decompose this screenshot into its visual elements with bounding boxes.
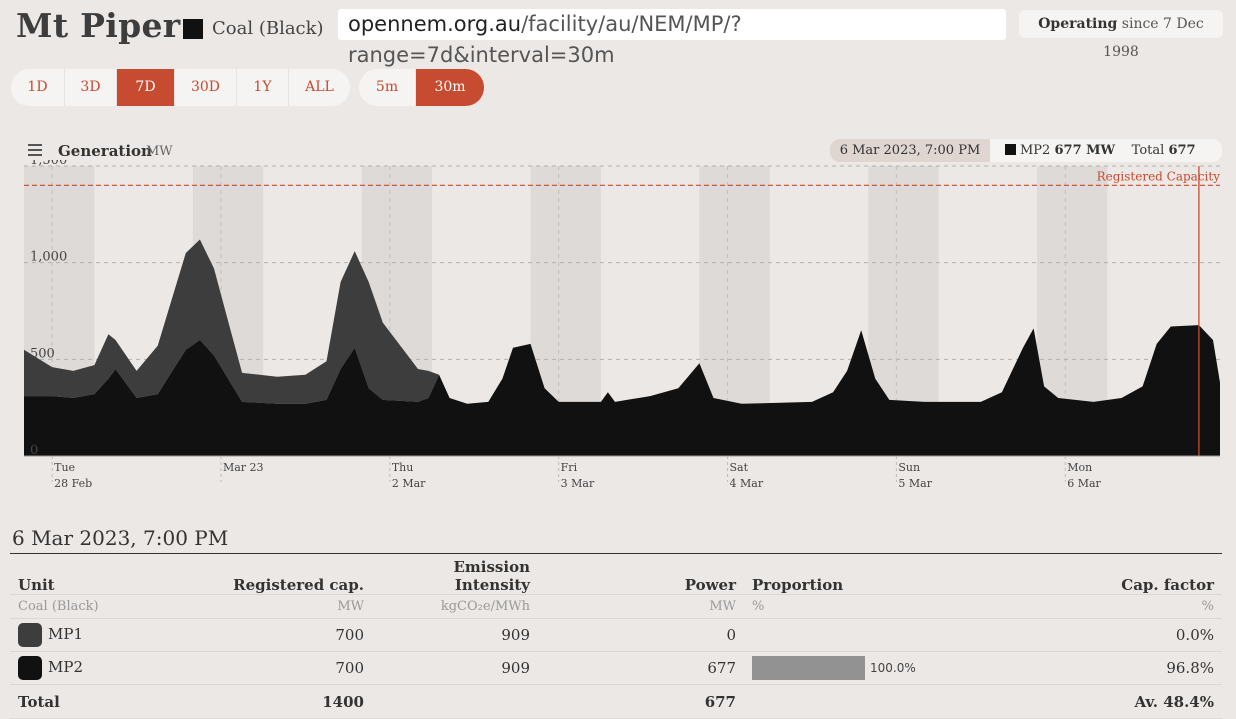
- fuel-type-label: Coal (Black): [212, 18, 324, 39]
- fuel-color-swatch: [183, 19, 203, 39]
- unit-color-swatch[interactable]: [18, 656, 42, 680]
- tooltip-total-label: Total: [1131, 143, 1165, 158]
- col-emission-intensity: Emission Intensity: [372, 558, 538, 595]
- x-tick-label: Sat: [730, 461, 749, 474]
- unit-name: MP1: [48, 625, 83, 643]
- x-tick-sublabel: 28 Feb: [54, 477, 92, 490]
- sub-cap-factor: %: [1060, 594, 1222, 619]
- status-label: Operating: [1038, 16, 1118, 32]
- cap-factor-cell: 0.0%: [1060, 618, 1222, 652]
- power-cell: 0: [538, 618, 744, 652]
- col-registered-cap: Registered cap.: [196, 558, 372, 595]
- range-selector: 1D 3D 7D 30D 1Y ALL: [11, 69, 350, 106]
- y-tick-label: 1,000: [30, 250, 67, 265]
- proportion-label: 100.0%: [870, 661, 916, 675]
- range-button-7d[interactable]: 7D: [117, 69, 175, 106]
- x-tick-sublabel: 4 Mar: [730, 477, 764, 490]
- range-button-3d[interactable]: 3D: [65, 69, 117, 106]
- sub-proportion: %: [744, 594, 1060, 619]
- x-tick-sublabel: 5 Mar: [898, 477, 932, 490]
- cap-factor-cell: 96.8%: [1060, 651, 1222, 685]
- tooltip-unit-name: MP2: [1020, 143, 1051, 158]
- generation-chart[interactable]: Registered Capacity 0 500 1,000 1,500 Tue 28 F…: [0, 160, 1236, 500]
- total-power: 677: [538, 684, 744, 719]
- col-unit: Unit: [10, 558, 196, 595]
- table-row[interactable]: MP2 700 909 677 100.0% 96.8%: [10, 651, 1222, 685]
- x-tick-sublabel: 3 Mar: [561, 477, 595, 490]
- sub-registered-cap: MW: [196, 594, 372, 619]
- total-label: Total: [10, 684, 196, 719]
- table-divider: [10, 553, 1222, 554]
- power-cell: 677: [538, 651, 744, 685]
- col-power: Power: [538, 558, 744, 595]
- table-heading: 6 Mar 2023, 7:00 PM: [12, 526, 229, 550]
- tooltip-mp2-swatch: [1005, 144, 1016, 155]
- registered-cap-cell: 700: [196, 651, 372, 685]
- interval-button-30m[interactable]: 30m: [416, 69, 484, 106]
- url-path: /facility/au/NEM/MP/?range=7d&interval=3…: [348, 12, 742, 67]
- url-bar[interactable]: opennem.org.au/facility/au/NEM/MP/?range…: [338, 9, 1006, 67]
- unit-name: MP2: [48, 658, 83, 676]
- emission-intensity-cell: 909: [372, 618, 538, 652]
- unit-cell: MP1: [10, 618, 196, 652]
- units-table: Unit Registered cap. Emission Intensity …: [10, 558, 1222, 719]
- status-since: since 7 Dec 1998: [1103, 16, 1204, 60]
- facility-title: Mt Piper: [16, 6, 181, 45]
- y-tick-label: 1,500: [30, 160, 67, 168]
- total-cap-factor: Av. 48.4%: [1060, 684, 1222, 719]
- y-tick-label: 0: [30, 443, 38, 458]
- emission-intensity-cell: 909: [372, 651, 538, 685]
- registered-capacity-label: Registered Capacity: [1097, 169, 1221, 183]
- x-tick-label: Mar 23: [223, 461, 264, 474]
- interval-selector: 5m 30m: [359, 69, 484, 106]
- col-cap-factor: Cap. factor: [1060, 558, 1222, 595]
- chart-title: Generation: [58, 142, 152, 160]
- x-tick-label: Mon: [1067, 461, 1092, 474]
- x-tick-label: Sun: [898, 461, 920, 474]
- tooltip-values: MP2 677 MW Total 677 MW: [990, 139, 1222, 181]
- range-button-1y[interactable]: 1Y: [237, 69, 289, 106]
- col-proportion: Proportion: [744, 558, 1060, 595]
- chart-unit: MW: [146, 144, 173, 159]
- unit-color-swatch[interactable]: [18, 623, 42, 647]
- unit-cell: MP2: [10, 651, 196, 685]
- range-button-all[interactable]: ALL: [305, 79, 334, 95]
- y-tick-label: 500: [30, 346, 55, 361]
- table-total-row: Total 1400 677 Av. 48.4%: [10, 684, 1222, 719]
- x-tick-label: Thu: [392, 461, 414, 474]
- tooltip-date: 6 Mar 2023, 7:00 PM: [830, 139, 990, 162]
- sub-unit: Coal (Black): [10, 594, 196, 619]
- table-subheader-row: Coal (Black) MW kgCO₂e/MWh MW % %: [10, 594, 1222, 619]
- sub-power: MW: [538, 594, 744, 619]
- proportion-bar: [752, 656, 865, 680]
- tooltip-unit-value: 677 MW: [1054, 143, 1116, 158]
- status-badge: Operating since 7 Dec 1998: [1019, 10, 1223, 60]
- menu-icon[interactable]: [28, 144, 42, 159]
- x-tick-sublabel: 6 Mar: [1067, 477, 1101, 490]
- x-tick-label: Tue: [54, 461, 75, 474]
- sub-emission-intensity: kgCO₂e/MWh: [372, 594, 538, 619]
- series-area-mp1: [24, 239, 1220, 404]
- x-tick-label: Fri: [561, 461, 578, 474]
- total-proportion: [744, 684, 1060, 719]
- range-button-1d[interactable]: 1D: [11, 69, 65, 106]
- interval-button-5m[interactable]: 5m: [359, 69, 416, 106]
- series-area-mp2: [24, 325, 1220, 456]
- total-emission-intensity: [372, 684, 538, 719]
- range-button-30d[interactable]: 30D: [175, 69, 237, 106]
- registered-cap-cell: 700: [196, 618, 372, 652]
- total-registered-cap: 1400: [196, 684, 372, 719]
- table-header-row: Unit Registered cap. Emission Intensity …: [10, 558, 1222, 595]
- table-row[interactable]: MP1 700 909 0 0.0%: [10, 618, 1222, 652]
- proportion-cell: 100.0%: [744, 651, 1060, 685]
- x-tick-sublabel: 2 Mar: [392, 477, 426, 490]
- url-host: opennem.org.au: [348, 12, 522, 36]
- proportion-cell: [744, 618, 1060, 652]
